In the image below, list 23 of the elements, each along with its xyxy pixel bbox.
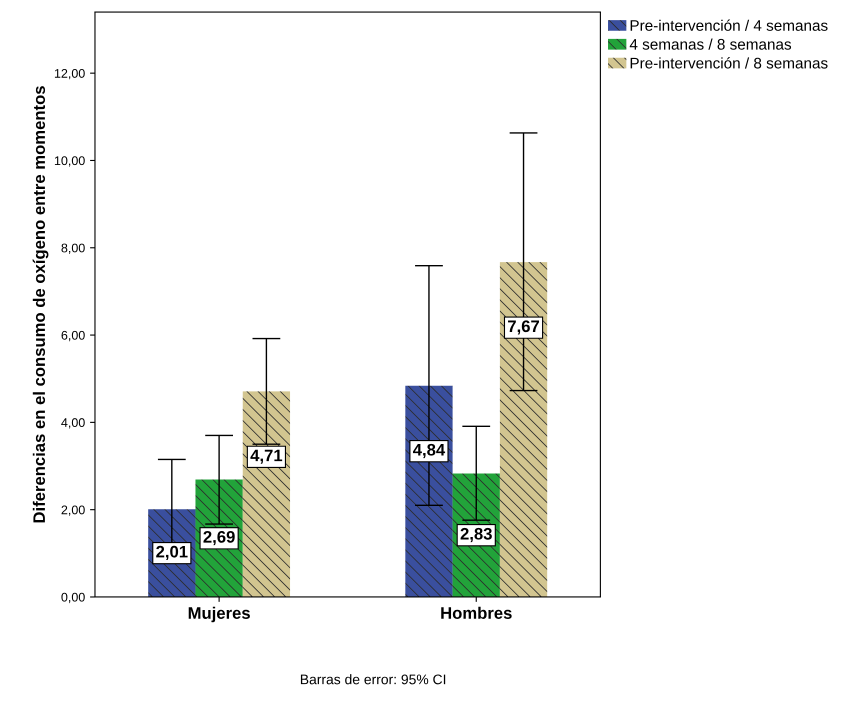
x-tick-label: Mujeres [188, 606, 250, 622]
data-label: 4,84 [412, 444, 446, 458]
bar [405, 386, 453, 597]
y-axis-title: Diferencias en el consumo de oxígeno entre momentos [32, 86, 48, 522]
legend-label: Pre-intervención / 4 semanas [630, 20, 828, 31]
legend-label: 4 semanas / 8 semanas [630, 38, 792, 50]
y-tick-label: 8,00 [61, 244, 85, 254]
data-label: 2,69 [203, 530, 235, 546]
y-tick-label: 6,00 [62, 330, 85, 342]
y-tick-label: 0,00 [61, 592, 85, 604]
text: Barras de error: 95% CI [300, 674, 446, 684]
bar [242, 391, 290, 597]
bar [500, 262, 548, 597]
y-tick-label: 10,00 [54, 156, 85, 167]
y-tick-label: 4,00 [61, 418, 85, 428]
x-tick-label: Hombres [441, 606, 512, 619]
data-label: 2,83 [460, 528, 492, 542]
y-tick-label: 12,00 [54, 68, 85, 80]
data-label: 4,71 [250, 450, 282, 464]
y-tick-label: 2,00 [62, 505, 85, 516]
data-label: 2,01 [156, 546, 188, 560]
legend-label: Pre-intervención / 8 semanas [630, 57, 828, 69]
data-label: 7,67 [508, 320, 540, 335]
